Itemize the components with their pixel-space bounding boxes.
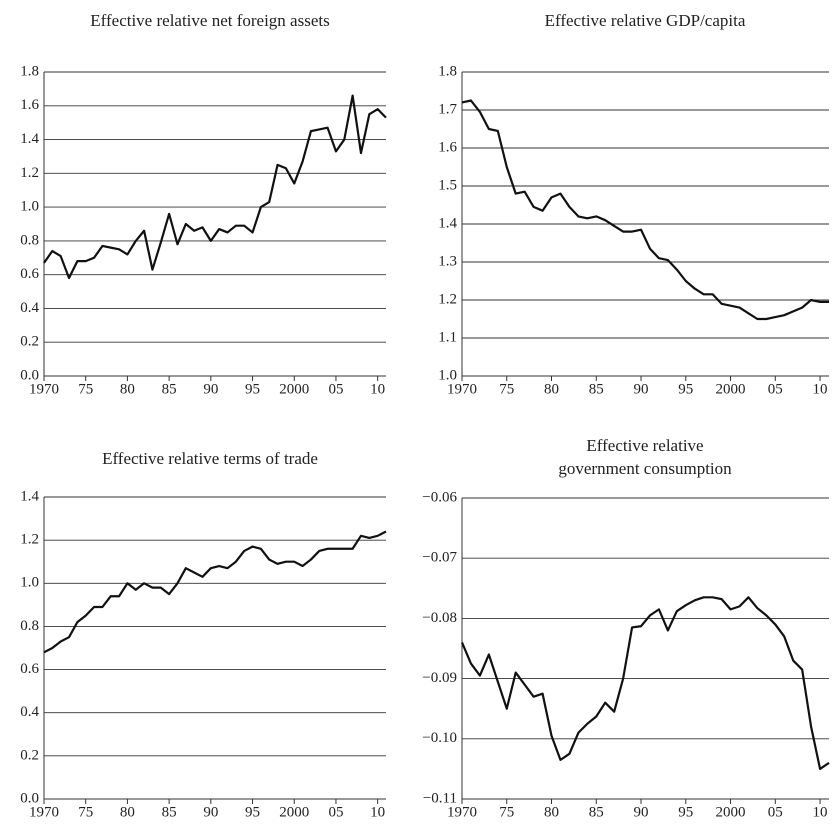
x-tick-label: 75: [78, 804, 93, 820]
y-tick-label: 1.8: [20, 63, 39, 79]
x-tick-label: 85: [162, 381, 177, 397]
chart-title: Effective relative GDP/capita: [545, 11, 746, 30]
y-tick-label: −0.07: [422, 550, 457, 566]
y-tick-label: 1.4: [20, 131, 39, 147]
x-tick-label: 10: [813, 804, 828, 820]
x-tick-label: 95: [245, 804, 260, 820]
y-tick-label: 1.6: [438, 139, 457, 155]
x-tick-label: 75: [78, 381, 93, 397]
chart-title: Effective relative net foreign assets: [90, 11, 329, 30]
x-tick-label: 1970: [447, 381, 477, 397]
chart-title: government consumption: [558, 459, 732, 478]
y-tick-label: −0.08: [422, 610, 457, 626]
y-tick-label: 1.0: [20, 575, 39, 591]
y-tick-label: −0.06: [422, 489, 457, 505]
y-tick-label: 0.0: [20, 790, 39, 806]
x-tick-label: 2000: [716, 381, 746, 397]
x-tick-label: 95: [245, 381, 260, 397]
x-tick-label: 95: [678, 381, 693, 397]
x-tick-label: 80: [120, 804, 135, 820]
x-tick-label: 75: [499, 381, 514, 397]
x-tick-label: 80: [120, 381, 135, 397]
x-tick-label: 90: [634, 381, 649, 397]
y-tick-label: 1.6: [20, 97, 39, 113]
y-tick-label: 0.6: [20, 661, 39, 677]
x-tick-label: 75: [499, 804, 514, 820]
y-tick-label: 0.2: [20, 334, 39, 350]
y-tick-label: 1.4: [20, 488, 39, 504]
data-line: [460, 596, 830, 770]
y-tick-label: −0.10: [422, 730, 457, 746]
x-tick-label: 05: [328, 804, 343, 820]
y-tick-label: 1.7: [438, 101, 457, 117]
x-tick-label: 1970: [29, 804, 59, 820]
y-tick-label: 1.2: [20, 532, 39, 548]
x-tick-label: 05: [768, 381, 783, 397]
data-line: [461, 99, 829, 321]
x-tick-label: 90: [634, 804, 649, 820]
y-tick-label: 1.8: [438, 63, 457, 79]
y-tick-label: 1.2: [438, 291, 457, 307]
y-tick-label: −0.09: [422, 670, 457, 686]
y-tick-label: 0.8: [20, 232, 39, 248]
y-tick-label: 1.0: [20, 199, 39, 215]
y-tick-label: 0.2: [20, 747, 39, 763]
x-tick-label: 80: [544, 804, 559, 820]
x-tick-label: 2000: [716, 804, 746, 820]
x-tick-label: 1970: [29, 381, 59, 397]
x-tick-label: 1970: [447, 804, 477, 820]
data-line: [43, 530, 387, 654]
x-tick-label: 90: [203, 381, 218, 397]
y-tick-label: 0.4: [20, 704, 39, 720]
x-tick-label: 85: [589, 381, 604, 397]
x-tick-label: 05: [768, 804, 783, 820]
data-line: [43, 94, 387, 280]
x-tick-label: 2000: [279, 804, 309, 820]
x-tick-label: 2000: [279, 381, 309, 397]
x-tick-label: 90: [203, 804, 218, 820]
y-tick-label: 1.5: [438, 177, 457, 193]
x-tick-label: 10: [370, 381, 385, 397]
y-tick-label: 1.4: [438, 215, 457, 231]
x-tick-label: 95: [678, 804, 693, 820]
x-tick-label: 85: [589, 804, 604, 820]
y-tick-label: 1.0: [438, 367, 457, 383]
y-tick-label: 0.6: [20, 266, 39, 282]
x-tick-label: 80: [544, 381, 559, 397]
y-tick-label: −0.11: [423, 790, 457, 806]
y-tick-label: 0.8: [20, 618, 39, 634]
x-tick-label: 05: [328, 381, 343, 397]
x-tick-label: 85: [162, 804, 177, 820]
y-tick-label: 1.2: [20, 165, 39, 181]
x-tick-label: 10: [370, 804, 385, 820]
y-tick-label: 0.4: [20, 300, 39, 316]
chart-title: Effective relative terms of trade: [102, 449, 318, 468]
y-tick-label: 1.3: [438, 253, 457, 269]
y-tick-label: 0.0: [20, 367, 39, 383]
y-tick-label: 1.1: [438, 329, 457, 345]
x-tick-label: 10: [813, 381, 828, 397]
chart-title: Effective relative: [586, 436, 703, 455]
